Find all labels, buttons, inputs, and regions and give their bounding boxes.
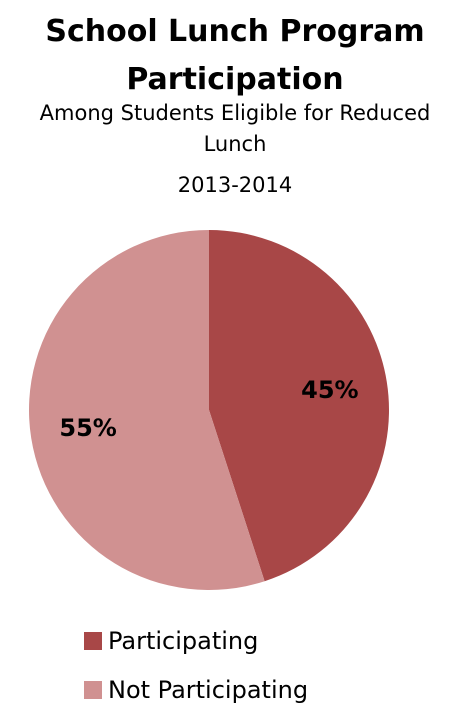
chart-title: School Lunch Program Participation <box>45 14 425 97</box>
chart-subtitle: Among Students Eligible for Reduced Lunc… <box>39 101 431 156</box>
data-label: 45% <box>301 376 358 404</box>
data-label: 55% <box>59 414 116 442</box>
legend-label: Not Participating <box>108 676 308 704</box>
pie-slice <box>29 230 265 590</box>
legend-swatch <box>84 632 102 650</box>
chart-subtitle: 2013-2014 <box>177 173 293 197</box>
legend-label: Participating <box>108 627 258 655</box>
legend-swatch <box>84 681 102 699</box>
pie-slice <box>209 230 390 582</box>
